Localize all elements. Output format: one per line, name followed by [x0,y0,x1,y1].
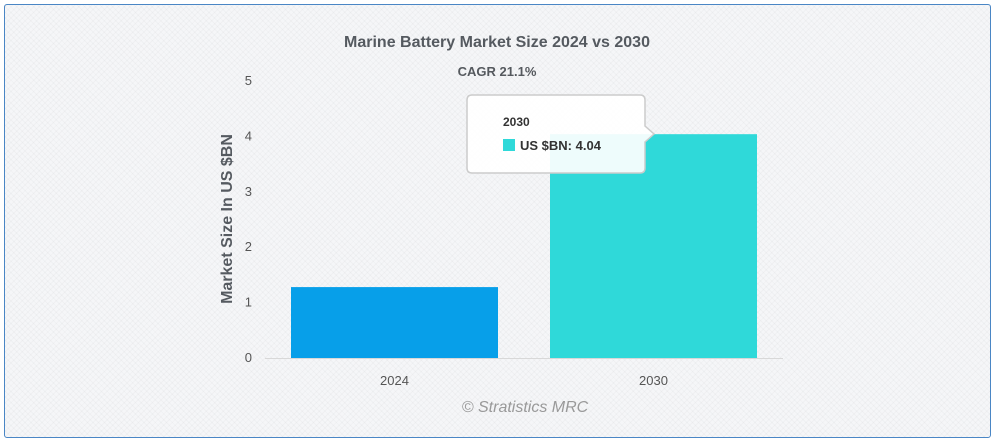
y-tick-label: 5 [245,73,252,88]
tooltip-title: 2030 [503,115,530,129]
x-tick-label: 2024 [380,373,409,388]
y-tick-label: 1 [245,295,252,310]
y-tick-label: 2 [245,239,252,254]
credit-text: © Stratistics MRC [462,399,589,416]
bar-series [291,134,757,358]
x-tick-label: 2030 [639,373,668,388]
x-axis: 2024 2030 [380,373,668,388]
y-tick-label: 3 [245,184,252,199]
bar-2024[interactable] [291,287,498,358]
tooltip-value: US $BN: 4.04 [520,138,602,153]
chart-title: Marine Battery Market Size 2024 vs 2030 [344,34,650,51]
tooltip-swatch [503,139,515,151]
y-tick-label: 4 [245,128,252,143]
y-axis-label: Market Size In US $BN [219,134,236,304]
chart-frame [4,4,991,438]
y-tick-label: 0 [245,350,252,365]
tooltip-box [466,94,656,174]
y-axis: 0 1 2 3 4 5 [245,73,252,365]
chart-subtitle: CAGR 21.1% [458,64,537,79]
tooltip: 2030 US $BN: 4.04 [466,94,656,174]
